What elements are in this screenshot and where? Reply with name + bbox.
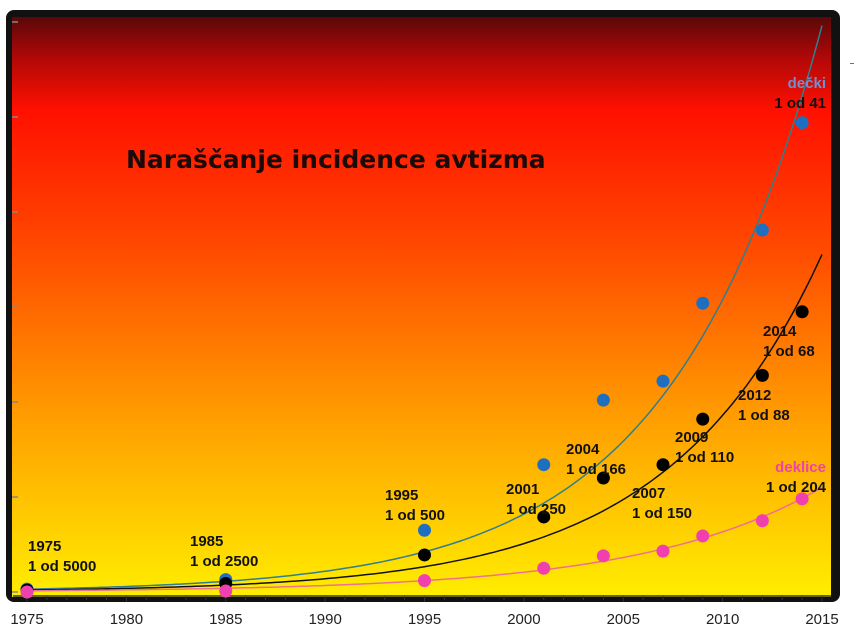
data-point-dečki — [656, 374, 670, 388]
data-point-deklice — [795, 492, 809, 506]
annotation-ratio: 1 od 110 — [675, 449, 734, 466]
data-point-dečki — [418, 523, 431, 537]
x-tick-label: 1995 — [408, 611, 441, 628]
annotation-year: 2001 — [506, 481, 539, 498]
data-point-deklice — [656, 544, 670, 558]
x-tick-label: 1985 — [209, 611, 242, 628]
annotation-year: 2012 — [738, 387, 771, 404]
annotation-ratio: 1 od 5000 — [28, 558, 96, 575]
series-ratio-deklice: 1 od 204 — [766, 479, 827, 496]
x-tick-label: 1975 — [10, 611, 43, 628]
annotation-ratio: 1 od 150 — [632, 505, 692, 522]
x-tick-label: 1990 — [308, 611, 341, 628]
data-point-dečki — [696, 296, 710, 310]
data-point-deklice — [596, 549, 610, 563]
data-point-dečki — [795, 116, 809, 130]
annotation-ratio: 1 od 2500 — [190, 553, 258, 570]
data-point-skupaj — [418, 548, 431, 562]
series-label-deklice: deklice — [775, 459, 826, 476]
x-tick-label: 1980 — [110, 611, 143, 628]
annotation-ratio: 1 od 500 — [385, 507, 445, 524]
annotation-year: 1985 — [190, 533, 223, 550]
stray-mark — [850, 63, 854, 64]
annotation-year: 2014 — [763, 323, 797, 340]
data-point-deklice — [418, 574, 431, 588]
plot-area — [12, 17, 831, 597]
annotation-year: 2007 — [632, 485, 665, 502]
trend-line-skupaj — [26, 254, 823, 591]
data-point-skupaj — [656, 458, 670, 472]
data-point-skupaj — [596, 471, 610, 485]
data-point-skupaj — [696, 412, 710, 426]
series-ratio-dečki: 1 od 41 — [774, 95, 826, 112]
data-point-deklice — [537, 561, 551, 575]
data-point-dečki — [596, 393, 610, 407]
series-label-dečki: dečki — [788, 75, 826, 92]
x-tick-label: 2015 — [805, 611, 838, 628]
x-tick-label: 2005 — [607, 611, 640, 628]
data-point-deklice — [696, 529, 710, 543]
data-point-dečki — [755, 223, 769, 237]
data-point-deklice — [20, 585, 34, 599]
data-point-deklice — [219, 584, 233, 598]
data-point-deklice — [755, 514, 769, 528]
chart-title: Naraščanje incidence avtizma — [126, 145, 546, 174]
annotation-ratio: 1 od 250 — [506, 501, 566, 518]
annotation-ratio: 1 od 166 — [566, 461, 626, 478]
annotation-year: 1975 — [28, 538, 61, 555]
data-point-skupaj — [755, 368, 769, 382]
x-tick-label: 2010 — [706, 611, 739, 628]
data-point-skupaj — [537, 510, 551, 524]
data-point-skupaj — [795, 305, 809, 319]
data-point-dečki — [537, 458, 551, 472]
annotation-ratio: 1 od 68 — [763, 343, 815, 360]
annotation-ratio: 1 od 88 — [738, 407, 790, 424]
x-tick-label: 2000 — [507, 611, 540, 628]
annotation-year: 1995 — [385, 487, 418, 504]
annotation-year: 2009 — [675, 429, 708, 446]
annotation-year: 2004 — [566, 441, 600, 458]
